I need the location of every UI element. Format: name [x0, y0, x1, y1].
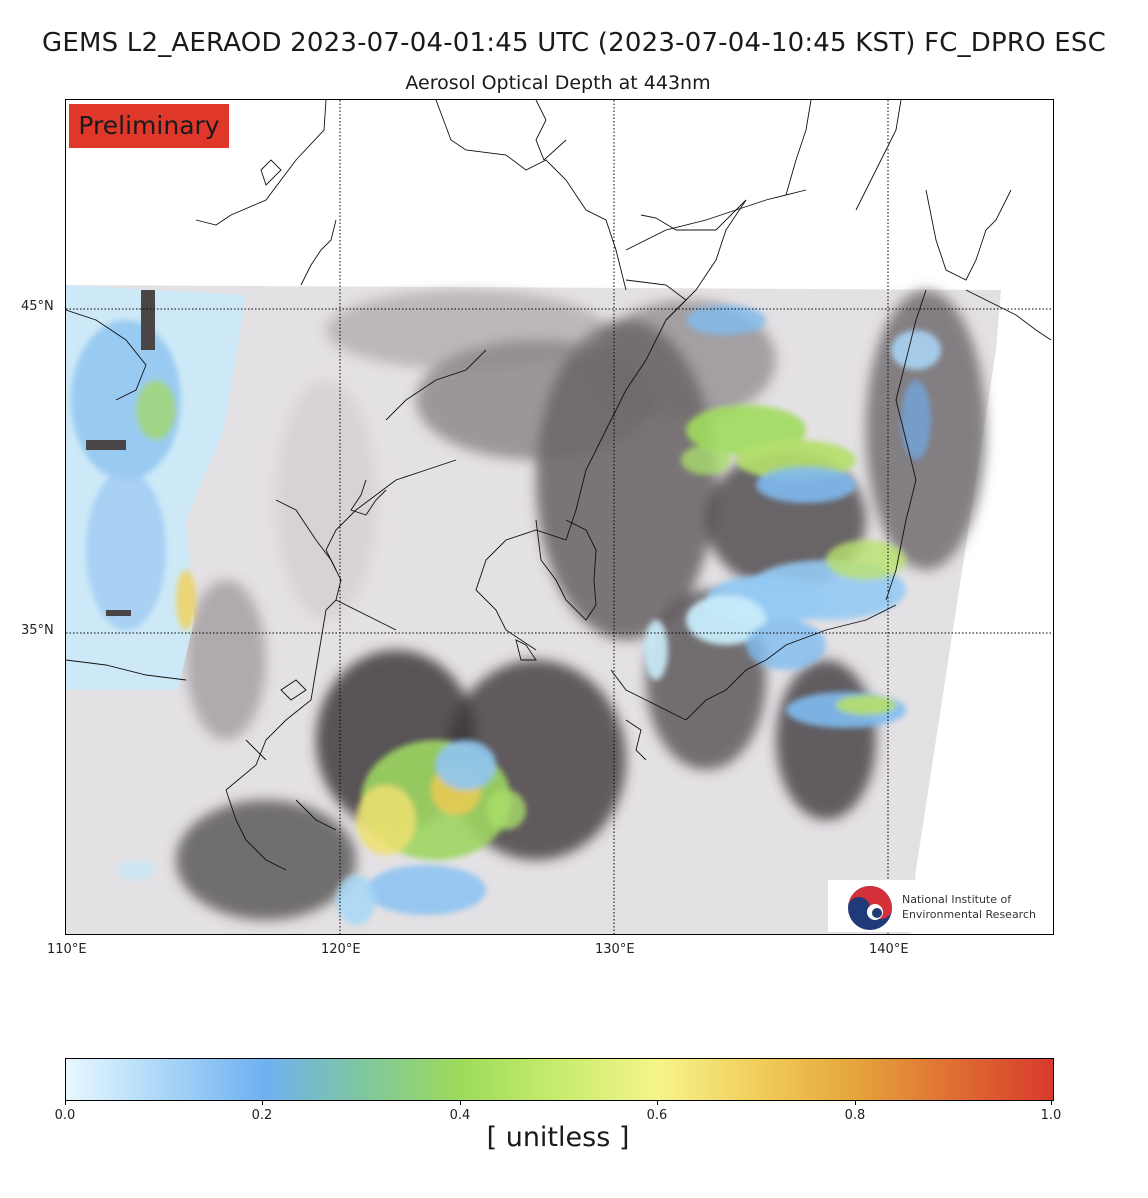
aod-map-canvas: [66, 100, 1053, 934]
map-subtitle: Aerosol Optical Depth at 443nm: [405, 72, 711, 94]
colorbar-tick-1: 0.2: [251, 1108, 273, 1123]
lon-label-120: 120°E: [321, 942, 361, 957]
lat-label-35: 35°N: [21, 623, 54, 638]
logo-line-1: National Institute of: [902, 893, 1012, 906]
colorbar-tick-0: 0.0: [54, 1108, 76, 1123]
lon-label-130: 130°E: [595, 942, 635, 957]
graticule: [66, 100, 1053, 934]
colorbar-tick-2: 0.4: [449, 1108, 471, 1123]
colorbar: [65, 1058, 1054, 1101]
preliminary-badge: Preliminary: [69, 104, 229, 148]
lon-label-110: 110°E: [47, 942, 87, 957]
map-title: GEMS L2_AERAOD 2023-07-04-01:45 UTC (202…: [42, 28, 1106, 58]
coastlines: [66, 100, 1052, 871]
colorbar-tick-3: 0.6: [646, 1108, 668, 1123]
nier-logo: National Institute of Environmental Rese…: [828, 880, 1050, 932]
colorbar-tick-4: 0.8: [844, 1108, 866, 1123]
aod-left-region: [66, 285, 246, 690]
logo-line-2: Environmental Research: [902, 908, 1036, 921]
lon-label-140: 140°E: [869, 942, 909, 957]
aod-south-region: [116, 740, 526, 925]
colorbar-tick-5: 1.0: [1040, 1108, 1062, 1123]
colorbar-label: [ unitless ]: [486, 1122, 630, 1153]
aod-map: [65, 99, 1054, 935]
taegeuk-icon: [848, 886, 892, 930]
lat-label-45: 45°N: [21, 299, 54, 314]
